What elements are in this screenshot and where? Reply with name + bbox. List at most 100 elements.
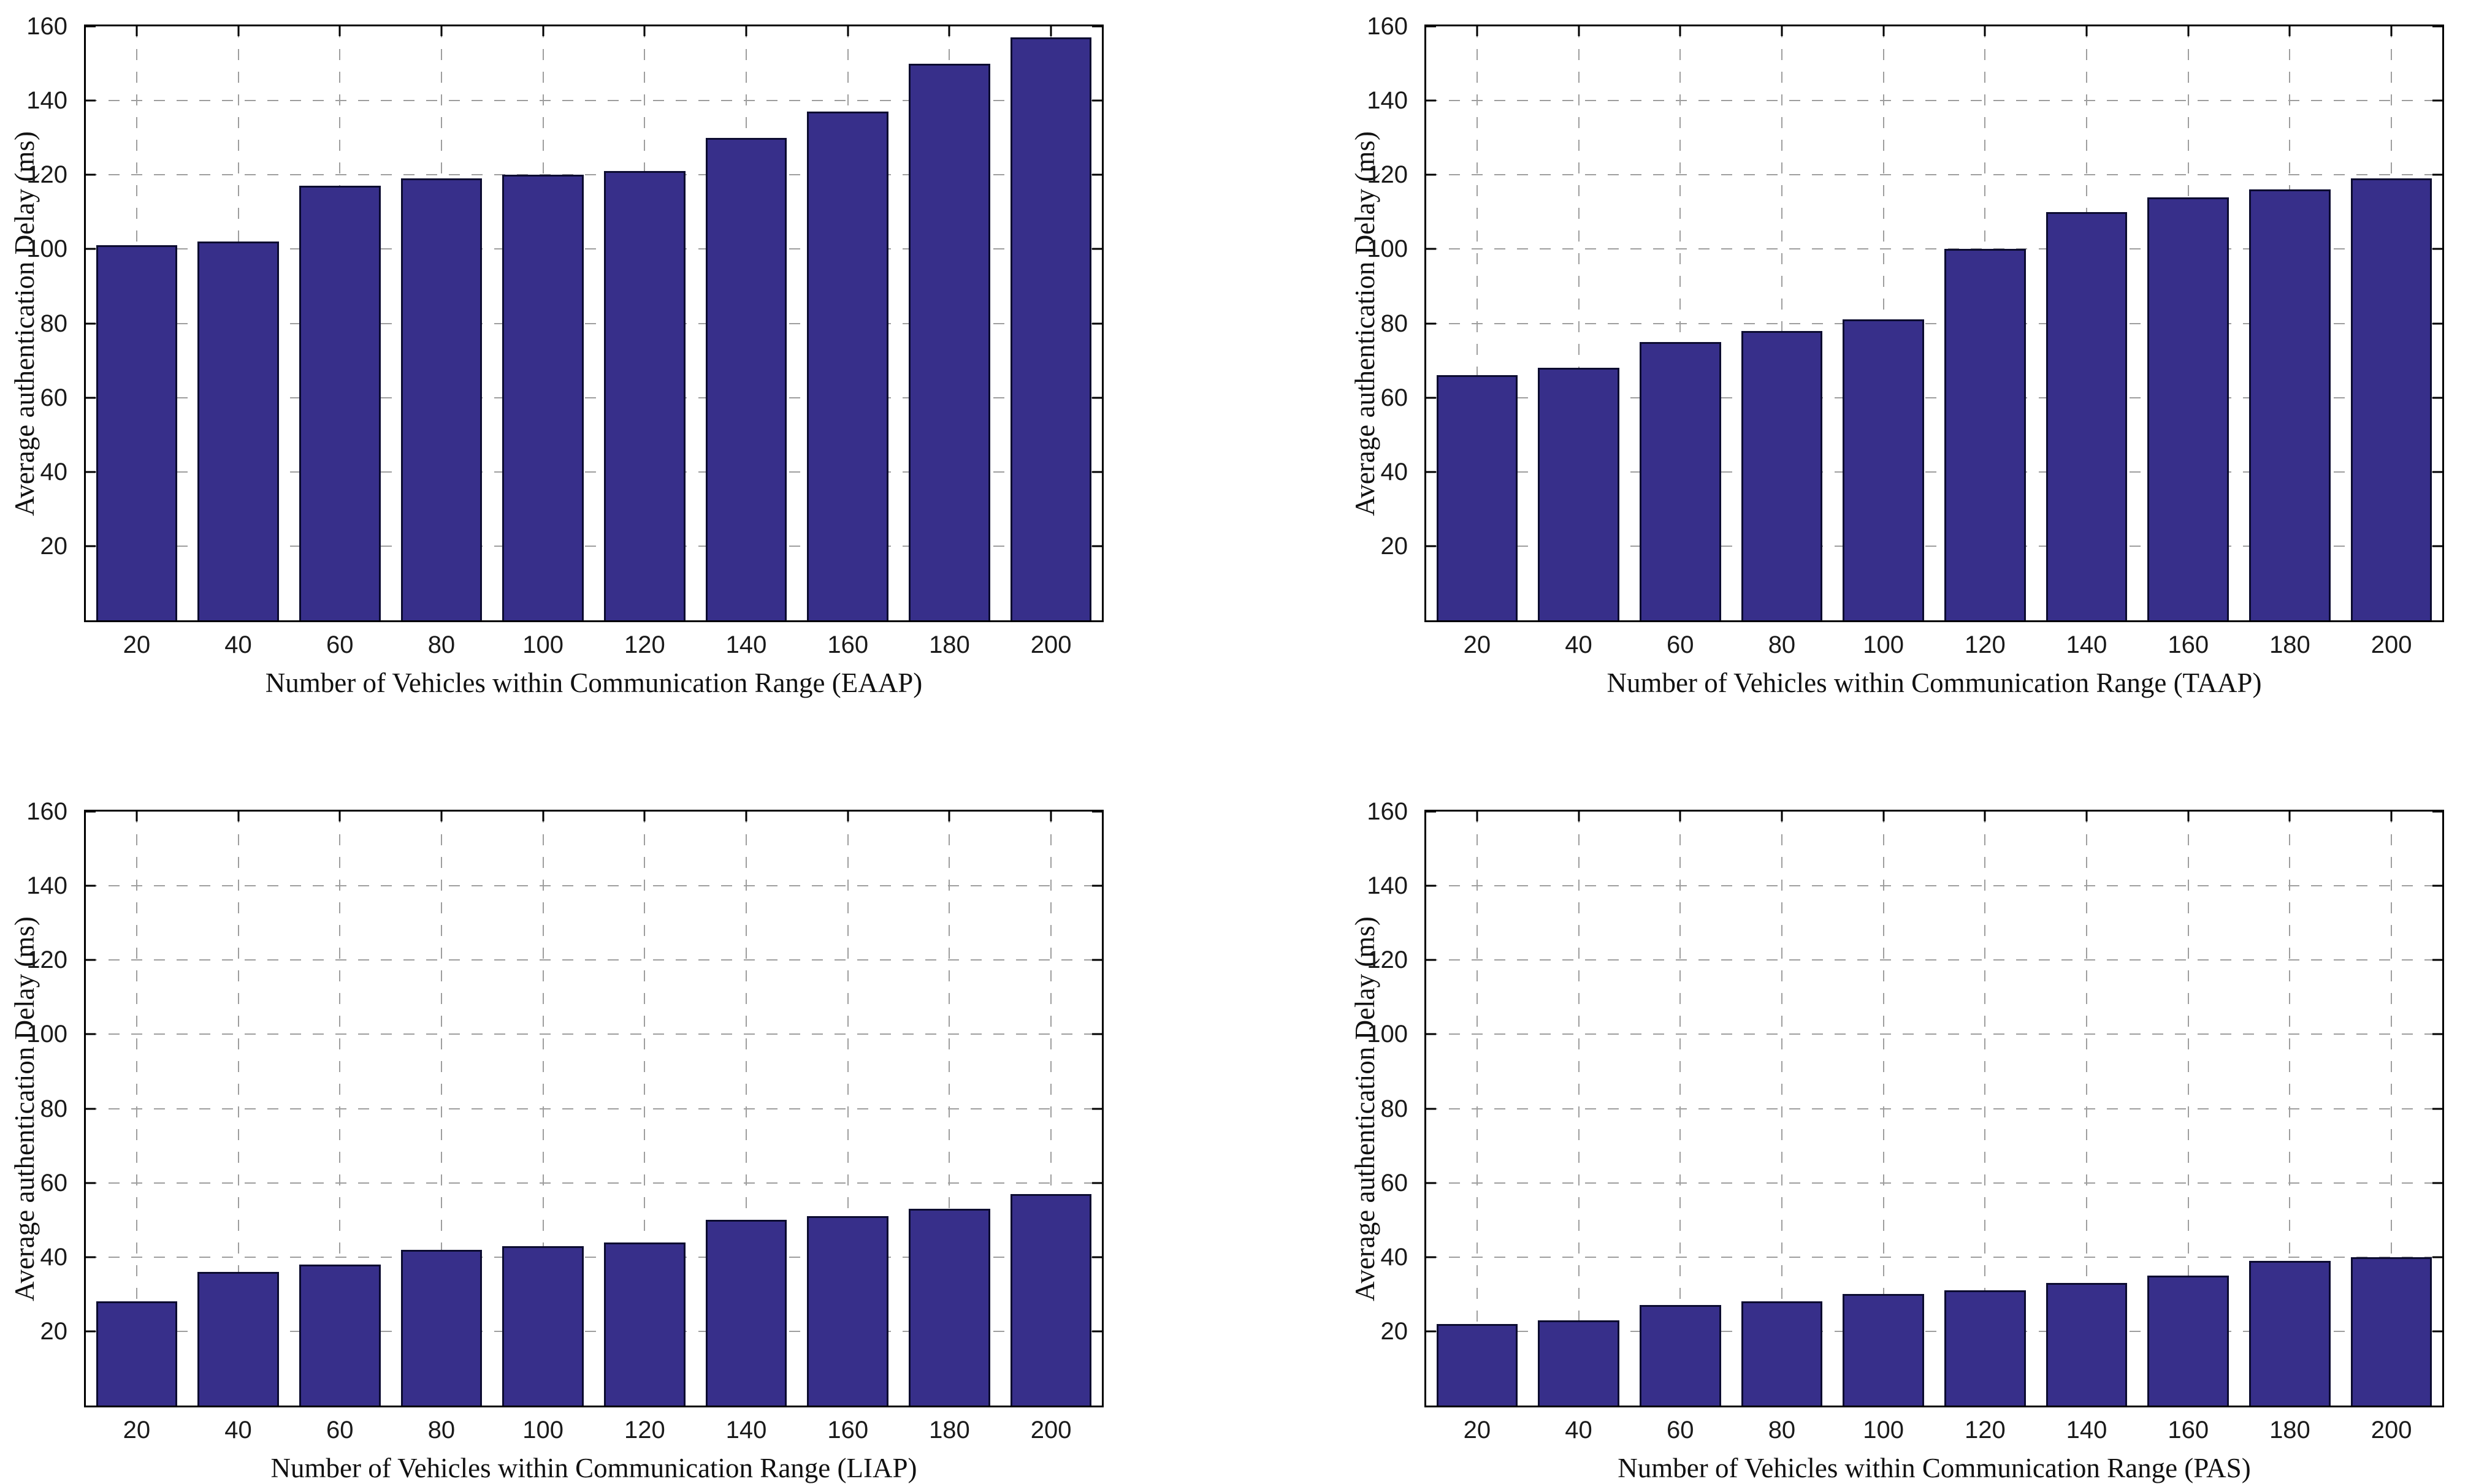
y-tick-left-40	[86, 1256, 96, 1258]
y-tick-right-100	[1092, 248, 1102, 250]
y-tick-label-80: 80	[40, 310, 68, 337]
y-tick-right-60	[2432, 397, 2442, 399]
bar-180	[2249, 189, 2331, 620]
x-axis-label: Number of Vehicles within Communication …	[265, 668, 923, 698]
y-tick-label-60: 60	[40, 384, 68, 411]
x-gridline-80	[1781, 812, 1782, 1406]
bar-60	[1639, 341, 1721, 620]
y-gridline-40	[1426, 471, 2442, 473]
bar-80	[400, 178, 483, 620]
x-gridline-60	[1679, 26, 1681, 620]
y-tick-right-80	[2432, 1108, 2442, 1109]
y-gridline-40	[86, 471, 1102, 473]
y-tick-label-20: 20	[40, 1317, 68, 1345]
bar-100	[1843, 319, 1924, 620]
x-tick-label-200: 200	[1030, 1417, 1072, 1444]
x-tick-top-120	[643, 26, 646, 36]
y-gridline-20	[86, 545, 1102, 547]
bar-140	[2046, 1283, 2128, 1406]
x-tick-label-20: 20	[123, 631, 151, 658]
y-tick-left-100	[86, 248, 96, 250]
x-tick-label-80: 80	[427, 1417, 456, 1444]
x-tick-top-160	[2187, 812, 2190, 821]
x-gridline-20	[1476, 812, 1478, 1406]
y-tick-left-120	[1426, 173, 1436, 176]
y-tick-right-140	[2432, 885, 2442, 887]
y-tick-left-60	[1426, 397, 1436, 399]
bar-120	[1944, 249, 2026, 620]
bar-80	[1741, 1301, 1823, 1406]
x-gridline-20	[136, 812, 137, 1406]
y-gridline-100	[1426, 1033, 2442, 1035]
x-gridline-200	[2391, 812, 2393, 1406]
x-tick-top-120	[1984, 812, 1986, 821]
x-tick-label-140: 140	[2066, 631, 2107, 658]
y-tick-right-140	[2432, 99, 2442, 102]
x-tick-label-120: 120	[624, 631, 665, 658]
x-tick-top-20	[136, 26, 138, 36]
y-tick-left-140	[1426, 99, 1436, 102]
y-tick-right-160	[2432, 25, 2442, 28]
y-gridline-120	[86, 174, 1102, 176]
x-gridline-60	[339, 812, 341, 1406]
y-tick-left-20	[1426, 1330, 1436, 1333]
x-tick-label-80: 80	[427, 631, 456, 658]
y-tick-right-120	[1092, 173, 1102, 176]
x-gridline-120	[644, 812, 646, 1406]
x-tick-label-100: 100	[522, 1417, 564, 1444]
x-tick-label-180: 180	[2269, 1417, 2310, 1444]
chart-pas: Average authentication Delay (ms) Number…	[1234, 741, 2468, 1483]
y-tick-label-100: 100	[26, 235, 67, 263]
x-gridline-40	[1578, 26, 1580, 620]
x-tick-label-40: 40	[224, 631, 252, 658]
x-tick-label-60: 60	[326, 1417, 354, 1444]
y-tick-left-40	[1426, 1256, 1436, 1258]
y-tick-label-160: 160	[26, 798, 67, 825]
y-gridline-60	[86, 397, 1102, 398]
bar-160	[807, 1216, 889, 1406]
plot-area-eaap: Average authentication Delay (ms) Number…	[9, 14, 1104, 698]
x-tick-label-200: 200	[2371, 631, 2412, 658]
y-tick-left-140	[1426, 885, 1436, 887]
bar-80	[1741, 330, 1823, 620]
x-tick-label-20: 20	[123, 1417, 151, 1444]
bar-120	[604, 1242, 686, 1406]
y-gridline-20	[1426, 1330, 2442, 1332]
y-tick-right-100	[1092, 1033, 1102, 1035]
y-gridline-60	[1426, 1182, 2442, 1184]
y-tick-label-80: 80	[1380, 1095, 1408, 1122]
y-tick-right-20	[1092, 1330, 1102, 1333]
bar-180	[909, 63, 990, 620]
y-tick-right-20	[1092, 545, 1102, 547]
y-gridline-60	[86, 1182, 1102, 1184]
x-tick-label-60: 60	[1667, 631, 1694, 658]
bar-120	[604, 171, 686, 620]
y-tick-label-20: 20	[40, 532, 68, 560]
y-gridline-80	[86, 1108, 1102, 1109]
y-gridline-140	[1426, 885, 2442, 887]
chart-liap: Average authentication Delay (ms) Number…	[0, 741, 1234, 1483]
x-tick-label-40: 40	[1565, 631, 1592, 658]
bar-20	[96, 1301, 178, 1406]
y-gridline-40	[1426, 1256, 2442, 1258]
x-tick-label-40: 40	[1565, 1417, 1592, 1444]
y-tick-left-160	[86, 25, 96, 28]
x-tick-label-100: 100	[1863, 631, 1904, 658]
x-tick-top-120	[1984, 26, 1986, 36]
bar-60	[299, 186, 381, 620]
x-tick-top-140	[2085, 812, 2088, 821]
y-tick-right-40	[1092, 1256, 1102, 1258]
bar-180	[909, 1209, 990, 1406]
x-gridline-60	[1679, 812, 1681, 1406]
x-tick-label-180: 180	[929, 1417, 970, 1444]
x-tick-top-200	[2390, 26, 2393, 36]
y-tick-label-80: 80	[40, 1095, 68, 1122]
bar-40	[197, 242, 279, 620]
x-tick-label-160: 160	[2168, 631, 2209, 658]
y-tick-left-60	[1426, 1182, 1436, 1184]
y-gridline-140	[1426, 100, 2442, 102]
y-tick-label-120: 120	[1367, 946, 1408, 974]
y-gridline-100	[86, 248, 1102, 250]
bar-100	[502, 1246, 584, 1406]
